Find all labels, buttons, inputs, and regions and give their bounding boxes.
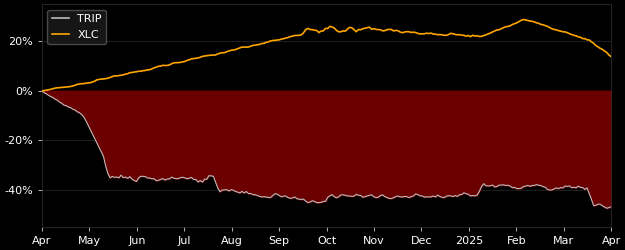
Legend: TRIP, XLC: TRIP, XLC [48,10,106,44]
